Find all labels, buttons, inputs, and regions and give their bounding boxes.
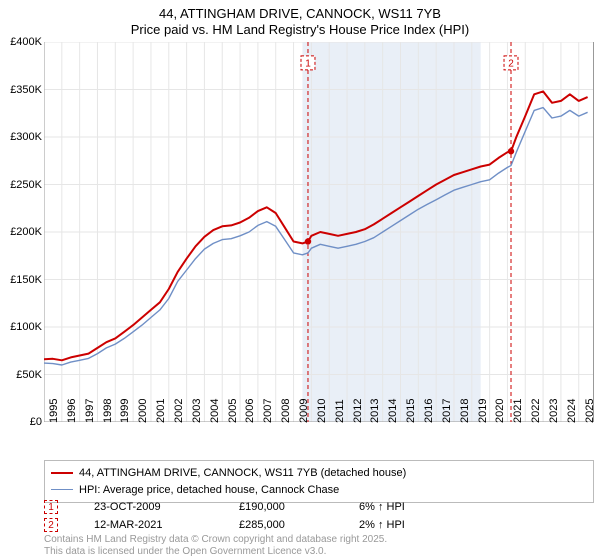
legend-swatch: [51, 489, 73, 490]
x-tick-label: 2003: [191, 399, 203, 423]
legend-label: 44, ATTINGHAM DRIVE, CANNOCK, WS11 7YB (…: [79, 465, 406, 482]
x-tick-label: 1997: [84, 399, 96, 423]
x-tick-label: 2009: [298, 399, 310, 423]
y-tick-label: £350K: [10, 84, 42, 96]
footer-line-2: This data is licensed under the Open Gov…: [44, 546, 387, 558]
chart-container: 44, ATTINGHAM DRIVE, CANNOCK, WS11 7YB P…: [0, 0, 600, 560]
x-tick-label: 2006: [244, 399, 256, 423]
x-tick-label: 2010: [316, 399, 328, 423]
x-tick-label: 1996: [66, 399, 78, 423]
footer: Contains HM Land Registry data © Crown c…: [44, 534, 387, 558]
marker-table-row: 1 23-OCT-2009£190,0006% ↑ HPI: [44, 500, 594, 514]
y-tick-label: £200K: [10, 226, 42, 238]
marker-date: 23-OCT-2009: [94, 501, 239, 513]
x-tick-label: 2000: [137, 399, 149, 423]
marker-number-box: 2: [44, 518, 58, 532]
x-tick-label: 2025: [584, 399, 596, 423]
x-tick-label: 2004: [209, 399, 221, 423]
chart-title: 44, ATTINGHAM DRIVE, CANNOCK, WS11 7YB: [0, 6, 600, 21]
x-tick-label: 2011: [334, 399, 346, 423]
marker-table-row: 2 12-MAR-2021£285,0002% ↑ HPI: [44, 518, 594, 532]
x-tick-label: 1998: [102, 399, 114, 423]
x-tick-label: 2020: [494, 399, 506, 423]
x-tick-label: 2008: [280, 399, 292, 423]
footer-line-1: Contains HM Land Registry data © Crown c…: [44, 534, 387, 546]
x-tick-label: 2001: [155, 399, 167, 423]
x-tick-label: 2018: [459, 399, 471, 423]
legend-item: HPI: Average price, detached house, Cann…: [51, 482, 587, 499]
x-tick-label: 2021: [512, 399, 524, 423]
legend-item: 44, ATTINGHAM DRIVE, CANNOCK, WS11 7YB (…: [51, 465, 587, 482]
y-tick-label: £300K: [10, 131, 42, 143]
plot-area: 12: [44, 42, 594, 422]
x-tick-label: 2023: [548, 399, 560, 423]
marker-price: £190,000: [239, 501, 359, 513]
y-tick-label: £50K: [16, 369, 42, 381]
y-tick-label: £0: [30, 416, 42, 428]
x-tick-label: 2002: [173, 399, 185, 423]
legend-label: HPI: Average price, detached house, Cann…: [79, 482, 339, 499]
y-tick-label: £400K: [10, 36, 42, 48]
x-tick-label: 2017: [441, 399, 453, 423]
marker-delta: 2% ↑ HPI: [359, 519, 405, 531]
marker-price: £285,000: [239, 519, 359, 531]
x-tick-label: 2014: [387, 399, 399, 423]
x-tick-label: 2013: [369, 399, 381, 423]
svg-text:1: 1: [305, 58, 311, 69]
x-tick-label: 2016: [423, 399, 435, 423]
x-tick-label: 2005: [227, 399, 239, 423]
svg-text:2: 2: [508, 58, 514, 69]
legend-swatch: [51, 472, 73, 474]
x-tick-label: 2022: [530, 399, 542, 423]
y-tick-label: £250K: [10, 179, 42, 191]
x-tick-label: 1999: [119, 399, 131, 423]
y-tick-label: £150K: [10, 274, 42, 286]
x-tick-label: 2019: [477, 399, 489, 423]
marker-date: 12-MAR-2021: [94, 519, 239, 531]
chart-svg: 12: [44, 42, 593, 422]
x-tick-label: 2012: [352, 399, 364, 423]
x-tick-label: 1995: [48, 399, 60, 423]
x-tick-label: 2024: [566, 399, 578, 423]
y-tick-label: £100K: [10, 321, 42, 333]
marker-delta: 6% ↑ HPI: [359, 501, 405, 513]
title-block: 44, ATTINGHAM DRIVE, CANNOCK, WS11 7YB P…: [0, 0, 600, 37]
legend: 44, ATTINGHAM DRIVE, CANNOCK, WS11 7YB (…: [44, 460, 594, 503]
marker-number-box: 1: [44, 500, 58, 514]
x-tick-label: 2007: [262, 399, 274, 423]
chart-subtitle: Price paid vs. HM Land Registry's House …: [0, 22, 600, 37]
x-tick-label: 2015: [405, 399, 417, 423]
